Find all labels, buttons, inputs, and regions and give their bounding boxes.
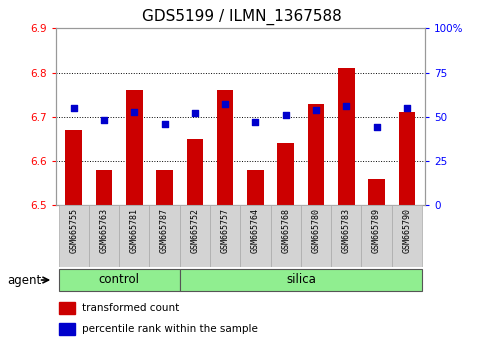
Bar bbox=[338, 68, 355, 205]
Point bbox=[282, 112, 290, 118]
Bar bbox=[89, 205, 119, 267]
Text: GSM665768: GSM665768 bbox=[281, 208, 290, 253]
Text: percentile rank within the sample: percentile rank within the sample bbox=[82, 324, 258, 333]
Bar bbox=[58, 205, 89, 267]
Text: GSM665780: GSM665780 bbox=[312, 208, 321, 253]
Point bbox=[161, 121, 169, 127]
Text: GDS5199 / ILMN_1367588: GDS5199 / ILMN_1367588 bbox=[142, 9, 341, 25]
Bar bbox=[156, 170, 173, 205]
Text: GSM665781: GSM665781 bbox=[130, 208, 139, 253]
Bar bbox=[96, 170, 113, 205]
Text: GSM665783: GSM665783 bbox=[342, 208, 351, 253]
Text: agent: agent bbox=[7, 274, 42, 286]
Point bbox=[373, 125, 381, 130]
Bar bbox=[277, 143, 294, 205]
Point bbox=[130, 109, 138, 114]
Point bbox=[191, 110, 199, 116]
Text: GSM665764: GSM665764 bbox=[251, 208, 260, 253]
Bar bbox=[180, 269, 422, 291]
Bar bbox=[59, 322, 75, 335]
Bar bbox=[270, 205, 301, 267]
Point bbox=[252, 119, 259, 125]
Bar bbox=[398, 113, 415, 205]
Point bbox=[100, 118, 108, 123]
Text: GSM665763: GSM665763 bbox=[99, 208, 109, 253]
Point bbox=[403, 105, 411, 111]
Bar bbox=[65, 130, 82, 205]
Bar bbox=[119, 205, 149, 267]
Bar bbox=[368, 179, 385, 205]
Text: GSM665789: GSM665789 bbox=[372, 208, 381, 253]
Bar bbox=[241, 205, 270, 267]
Bar bbox=[361, 205, 392, 267]
Bar bbox=[186, 139, 203, 205]
Bar bbox=[126, 90, 142, 205]
Text: GSM665787: GSM665787 bbox=[160, 208, 169, 253]
Bar bbox=[180, 205, 210, 267]
Bar bbox=[331, 205, 361, 267]
Bar bbox=[210, 205, 241, 267]
Text: GSM665757: GSM665757 bbox=[221, 208, 229, 253]
Point bbox=[70, 105, 78, 111]
Point bbox=[312, 107, 320, 113]
Bar bbox=[247, 170, 264, 205]
Text: silica: silica bbox=[286, 273, 316, 286]
Text: GSM665790: GSM665790 bbox=[402, 208, 412, 253]
Point bbox=[221, 102, 229, 107]
Bar bbox=[149, 205, 180, 267]
Bar bbox=[392, 205, 422, 267]
Bar bbox=[308, 104, 325, 205]
Text: transformed count: transformed count bbox=[82, 303, 179, 313]
Bar bbox=[301, 205, 331, 267]
Point bbox=[342, 103, 350, 109]
Text: GSM665755: GSM665755 bbox=[69, 208, 78, 253]
Text: GSM665752: GSM665752 bbox=[190, 208, 199, 253]
Bar bbox=[217, 90, 233, 205]
Text: control: control bbox=[99, 273, 140, 286]
Bar bbox=[59, 302, 75, 314]
Bar bbox=[58, 269, 180, 291]
